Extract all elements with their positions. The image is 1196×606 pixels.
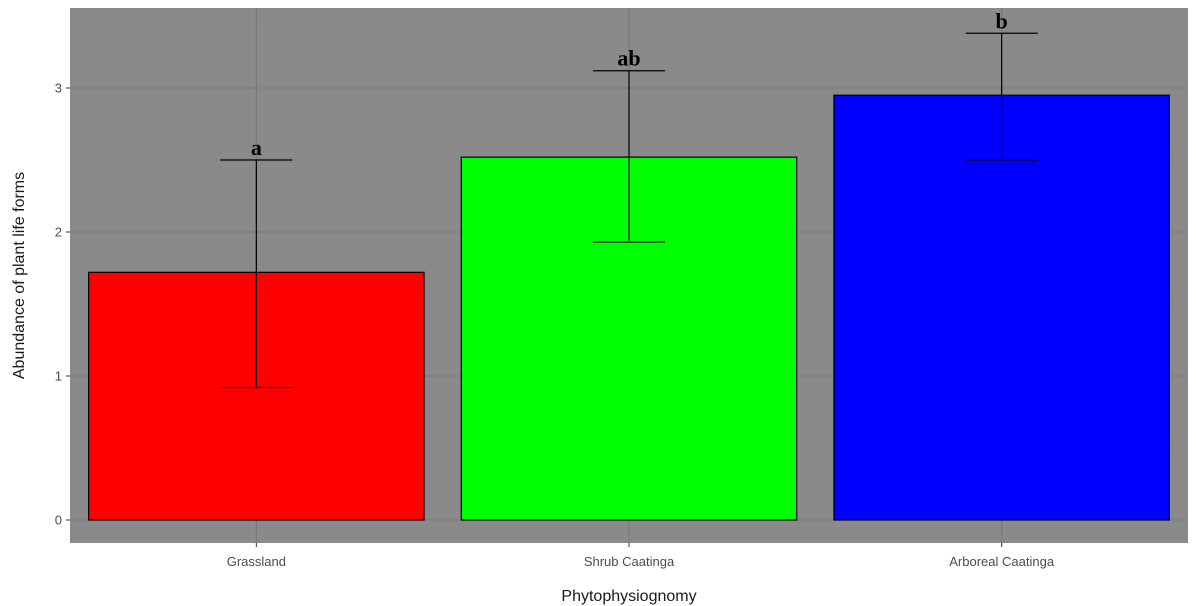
significance-labels: a ab b — [251, 8, 1008, 160]
y-tick-label: 2 — [55, 225, 62, 240]
x-tick-label: Grassland — [227, 554, 286, 569]
bars — [88, 94, 1170, 521]
error-bars — [220, 32, 1038, 389]
y-tick-label: 0 — [55, 513, 62, 528]
significance-label: b — [996, 8, 1008, 33]
significance-label: ab — [617, 46, 640, 71]
y-tick-label: 1 — [55, 369, 62, 384]
significance-label: a — [251, 135, 262, 160]
y-axis: 0 1 2 3 — [55, 81, 70, 528]
x-tick-label: Arboreal Caatinga — [949, 554, 1055, 569]
y-axis-title: Abundance of plant life forms — [11, 172, 28, 379]
bar — [833, 94, 1170, 521]
x-tick-label: Shrub Caatinga — [584, 554, 675, 569]
x-axis-title: Phytophysiognomy — [561, 588, 696, 605]
x-axis: Grassland Shrub Caatinga Arboreal Caatinga — [227, 543, 1055, 569]
y-tick-label: 3 — [55, 81, 62, 96]
